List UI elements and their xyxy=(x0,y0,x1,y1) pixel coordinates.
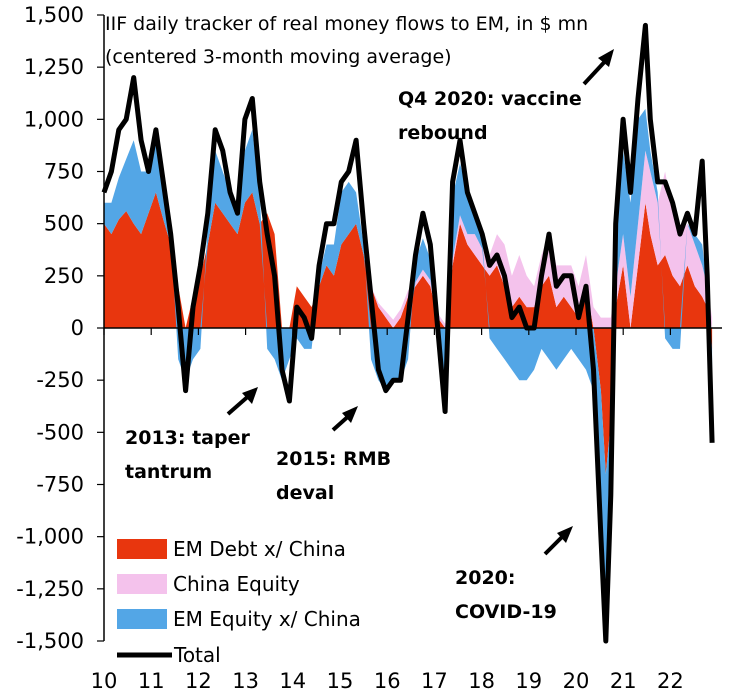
x-tick-label: 19 xyxy=(515,669,542,693)
annotation-vaccine-line2: rebound xyxy=(398,122,488,144)
x-tick-label: 10 xyxy=(91,669,118,693)
annotation-covid-arrowhead xyxy=(557,526,573,543)
total-series-line xyxy=(101,22,715,644)
x-tick-label: 16 xyxy=(374,669,401,693)
x-tick-label: 17 xyxy=(421,669,448,693)
x-tick-label: 18 xyxy=(468,669,495,693)
y-tick-label: -1,500 xyxy=(16,629,84,653)
y-tick-label: -500 xyxy=(36,420,84,444)
legend-swatch-equity xyxy=(117,609,167,629)
y-tick-label: -1,250 xyxy=(16,577,84,601)
annotation-taper-arrowhead xyxy=(242,387,258,404)
annotation-vaccine-line1: Q4 2020: vaccine xyxy=(398,88,582,110)
annotation-covid-line2: COVID-19 xyxy=(455,601,557,623)
y-tick-label: 250 xyxy=(44,264,84,288)
x-tick-label: 14 xyxy=(279,669,306,693)
x-tick-label: 20 xyxy=(563,669,590,693)
legend-label-equity: EM Equity x/ China xyxy=(173,607,361,631)
y-tick-label: 1,250 xyxy=(24,55,84,79)
x-tick-label: 22 xyxy=(657,669,684,693)
annotation-vaccine-arrowhead xyxy=(598,49,614,67)
x-tick-label: 21 xyxy=(610,669,637,693)
x-tick-label: 15 xyxy=(327,669,354,693)
y-tick-label: -750 xyxy=(36,473,84,497)
debt-area xyxy=(104,192,713,475)
annotation-rmb-line1: 2015: RMB xyxy=(276,448,391,470)
annotation-rmb-line2: deval xyxy=(276,482,334,504)
x-axis-ticks: 10 11 12 13 14 15 16 17 18 19 20 21 22 xyxy=(91,328,684,693)
y-tick-label: 750 xyxy=(44,160,84,184)
y-axis-ticks: 1,500 1,250 1,000 750 500 250 0 -250 -500 -750 -1,… xyxy=(16,3,104,653)
x-tick-label: 12 xyxy=(185,669,212,693)
annotation-covid-line1: 2020: xyxy=(455,567,515,589)
annotation-rmb: 2015: RMB deval xyxy=(276,406,391,504)
y-tick-label: 1,500 xyxy=(24,3,84,27)
annotation-covid: 2020: COVID-19 xyxy=(455,526,573,623)
annotation-taper-line2: tantrum xyxy=(125,461,212,483)
annotation-rmb-arrowhead xyxy=(342,406,358,423)
legend-swatch-debt xyxy=(117,539,167,559)
legend-label-total: Total xyxy=(173,643,221,667)
y-tick-label: -250 xyxy=(36,368,84,392)
annotation-taper: 2013: taper tantrum xyxy=(125,387,258,483)
legend-label-debt: EM Debt x/ China xyxy=(173,537,346,561)
y-tick-label: 0 xyxy=(71,316,84,340)
chart-title: IIF daily tracker of real money flows to… xyxy=(105,13,588,35)
legend: EM Debt x/ China China Equity EM Equity … xyxy=(117,537,361,667)
x-tick-label: 11 xyxy=(138,669,165,693)
legend-label-china: China Equity xyxy=(173,572,300,596)
chart-subtitle: (centered 3-month moving average) xyxy=(105,46,452,68)
annotation-taper-line1: 2013: taper xyxy=(125,427,250,449)
em-equity-area xyxy=(104,108,713,600)
x-tick-label: 13 xyxy=(232,669,259,693)
y-tick-label: -1,000 xyxy=(16,525,84,549)
legend-swatch-china xyxy=(117,574,167,594)
y-tick-label: 1,000 xyxy=(24,107,84,131)
y-tick-label: 500 xyxy=(44,212,84,236)
annotation-vaccine: Q4 2020: vaccine rebound xyxy=(398,49,614,144)
